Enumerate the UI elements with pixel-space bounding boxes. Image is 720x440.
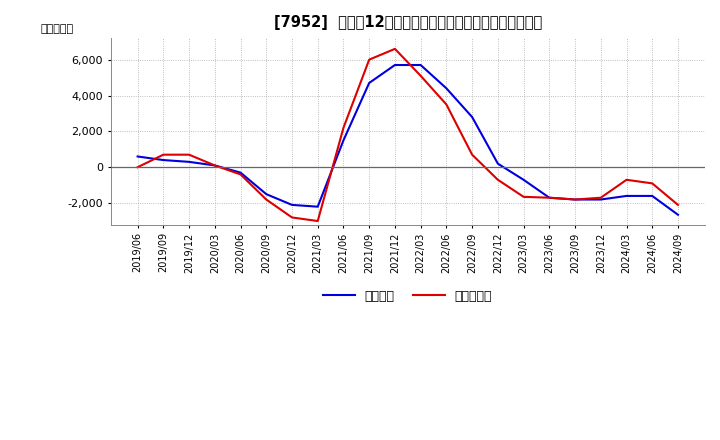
当期純利益 <box>365 57 374 62</box>
経常利益 <box>391 62 400 68</box>
当期純利益 <box>391 46 400 51</box>
経常利益 <box>545 195 554 200</box>
経常利益 <box>339 138 348 143</box>
当期純利益 <box>468 152 477 158</box>
経常利益 <box>596 197 605 202</box>
当期純利益 <box>674 202 683 208</box>
Y-axis label: （百万円）: （百万円） <box>40 24 73 34</box>
経常利益 <box>674 212 683 217</box>
Legend: 経常利益, 当期純利益: 経常利益, 当期純利益 <box>318 285 498 308</box>
当期純利益 <box>416 73 425 78</box>
当期純利益 <box>493 177 502 183</box>
Line: 当期純利益: 当期純利益 <box>138 49 678 221</box>
経常利益 <box>416 62 425 68</box>
当期純利益 <box>571 197 580 202</box>
経常利益 <box>648 193 657 198</box>
当期純利益 <box>339 125 348 130</box>
経常利益 <box>210 163 219 168</box>
経常利益 <box>493 161 502 166</box>
当期純利益 <box>159 152 168 158</box>
当期純利益 <box>622 177 631 183</box>
経常利益 <box>442 86 451 91</box>
経常利益 <box>262 191 271 197</box>
経常利益 <box>571 197 580 202</box>
経常利益 <box>236 170 245 175</box>
経常利益 <box>159 158 168 163</box>
経常利益 <box>185 159 194 165</box>
当期純利益 <box>210 163 219 168</box>
経常利益 <box>288 202 297 208</box>
経常利益 <box>519 177 528 183</box>
当期純利益 <box>288 215 297 220</box>
当期純利益 <box>133 165 142 170</box>
当期純利益 <box>648 181 657 186</box>
Line: 経常利益: 経常利益 <box>138 65 678 215</box>
経常利益 <box>365 81 374 86</box>
Title: [7952]  利益だ12か月移動合計の対前年同期増減額の推移: [7952] 利益だ12か月移動合計の対前年同期増減額の推移 <box>274 15 542 30</box>
経常利益 <box>313 204 322 209</box>
経常利益 <box>622 193 631 198</box>
当期純利益 <box>236 172 245 177</box>
経常利益 <box>468 114 477 120</box>
経常利益 <box>133 154 142 159</box>
当期純利益 <box>596 195 605 200</box>
当期純利益 <box>313 218 322 224</box>
当期純利益 <box>185 152 194 158</box>
当期純利益 <box>262 197 271 202</box>
当期純利益 <box>519 194 528 199</box>
当期純利益 <box>442 102 451 107</box>
当期純利益 <box>545 195 554 200</box>
